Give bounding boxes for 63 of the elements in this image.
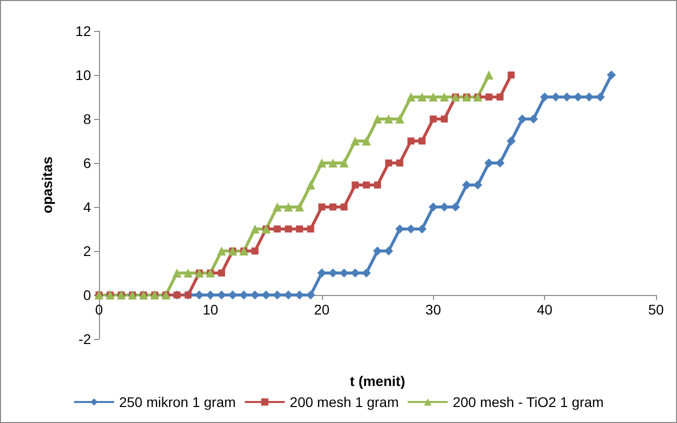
point bbox=[352, 182, 359, 188]
y-axis-title: opasitas bbox=[39, 156, 55, 214]
legend-label: 200 mesh - TiO2 1 gram bbox=[452, 394, 604, 410]
point bbox=[284, 202, 293, 212]
x-tick-label: 40 bbox=[536, 302, 553, 318]
y-tick-label: 8 bbox=[83, 111, 92, 127]
point bbox=[328, 158, 338, 168]
y-tick-label: 0 bbox=[83, 287, 92, 303]
point bbox=[506, 136, 516, 146]
point bbox=[251, 248, 258, 254]
point bbox=[406, 92, 416, 102]
point bbox=[306, 180, 316, 190]
legend-label: 250 mikron 1 gram bbox=[119, 394, 236, 410]
y-tick-label: 10 bbox=[75, 67, 92, 83]
point bbox=[296, 226, 304, 232]
point bbox=[384, 114, 394, 124]
y-tick-label: 2 bbox=[83, 243, 92, 259]
point bbox=[295, 202, 304, 212]
point bbox=[307, 226, 314, 232]
point bbox=[484, 70, 494, 80]
point bbox=[428, 92, 438, 102]
point bbox=[395, 114, 404, 124]
point bbox=[485, 94, 492, 100]
x-tick-label: 20 bbox=[314, 302, 330, 318]
point bbox=[318, 204, 326, 210]
y-tick-label: 6 bbox=[83, 155, 92, 171]
point bbox=[396, 160, 404, 166]
point bbox=[317, 158, 326, 168]
point bbox=[350, 136, 360, 146]
legend-label: 200 mesh 1 gram bbox=[290, 394, 399, 410]
point bbox=[362, 136, 371, 146]
point bbox=[340, 158, 349, 168]
point bbox=[329, 204, 336, 210]
point bbox=[218, 270, 226, 276]
point bbox=[385, 160, 392, 166]
x-tick-label: 30 bbox=[425, 302, 442, 318]
point bbox=[184, 268, 193, 278]
point bbox=[440, 92, 449, 102]
y-tick-label: -2 bbox=[78, 331, 92, 347]
x-axis-title: t (menit) bbox=[350, 373, 406, 389]
x-tick-label: 50 bbox=[648, 302, 664, 318]
point bbox=[340, 204, 348, 210]
point bbox=[407, 138, 414, 144]
point bbox=[373, 114, 382, 124]
point bbox=[374, 182, 381, 188]
point bbox=[250, 224, 260, 234]
point bbox=[440, 116, 448, 122]
point bbox=[284, 226, 292, 232]
point bbox=[606, 70, 616, 80]
point bbox=[496, 94, 504, 100]
point bbox=[430, 116, 437, 122]
point bbox=[274, 226, 281, 232]
point bbox=[217, 246, 226, 256]
point bbox=[508, 72, 515, 78]
point bbox=[418, 92, 427, 102]
y-tick-label: 12 bbox=[75, 23, 92, 39]
point bbox=[362, 182, 370, 188]
x-tick-label: 10 bbox=[202, 302, 218, 318]
y-tick-label: 4 bbox=[83, 199, 92, 215]
point bbox=[272, 202, 282, 212]
point bbox=[172, 268, 182, 278]
x-tick-label: 0 bbox=[95, 302, 104, 318]
point bbox=[418, 138, 426, 144]
